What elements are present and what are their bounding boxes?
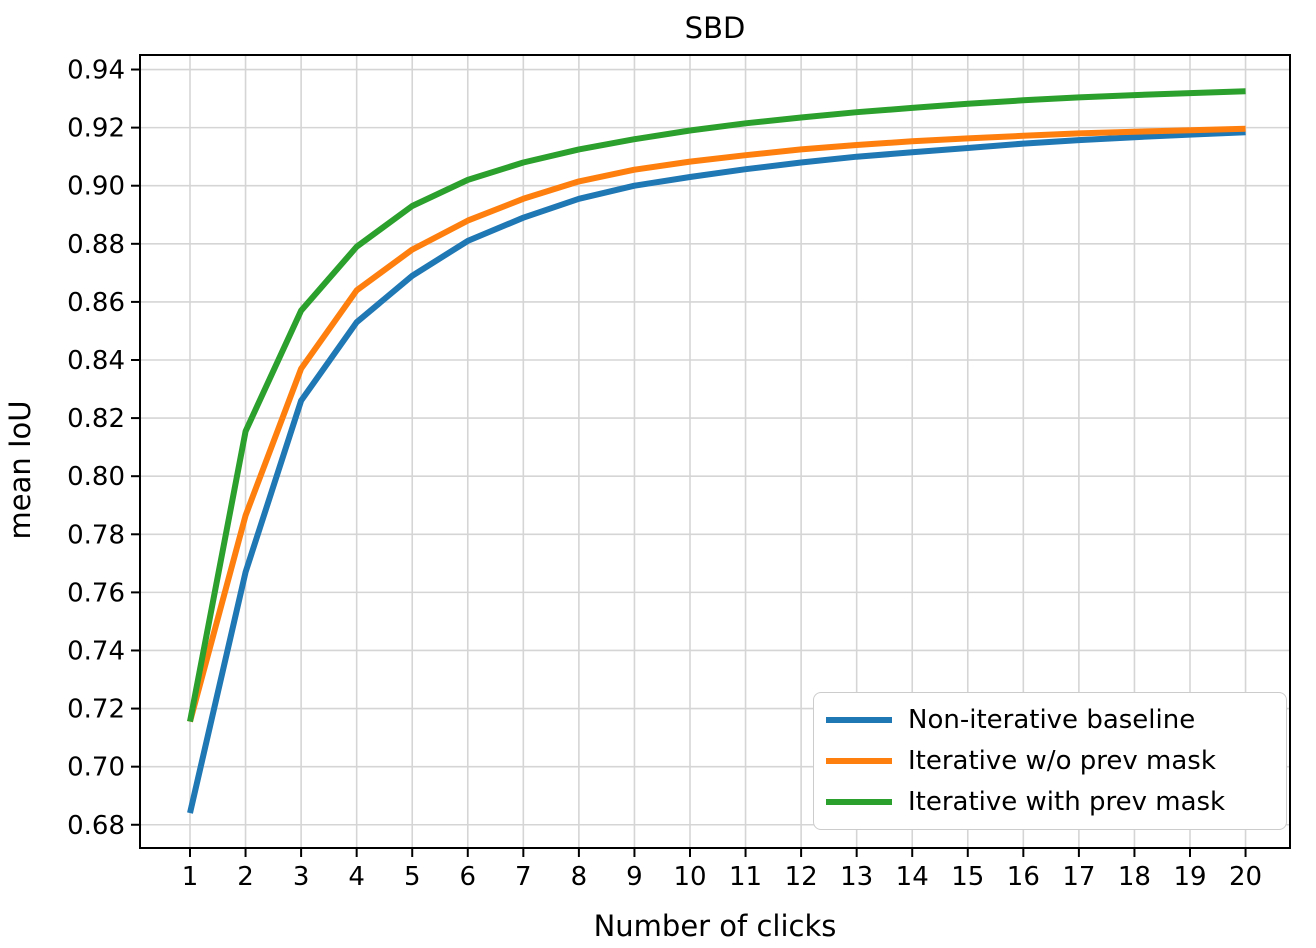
y-tick-label: 0.78	[67, 520, 125, 550]
series-line-non-iterative-baseline	[187, 129, 1246, 814]
x-tick-label: 2	[237, 862, 254, 892]
x-tick-label: 4	[348, 862, 365, 892]
chart-title: SBD	[685, 11, 746, 45]
legend-item: Iterative with prev mask	[826, 789, 1276, 815]
x-tick-label: 17	[1062, 862, 1095, 892]
x-tick-label: 13	[840, 862, 873, 892]
x-tick-label: 16	[1007, 862, 1040, 892]
x-tick-label: 10	[673, 862, 706, 892]
y-tick-label: 0.74	[67, 636, 125, 666]
legend-line-swatch	[826, 716, 892, 723]
legend-item: Iterative w/o prev mask	[826, 748, 1276, 774]
x-tick-label: 12	[785, 862, 818, 892]
x-tick-label: 5	[404, 862, 421, 892]
x-tick-label: 11	[729, 862, 762, 892]
legend: Non-iterative baseline Iterative w/o prev…	[813, 692, 1287, 830]
legend-line-swatch	[826, 799, 892, 806]
tick-layer	[131, 68, 1247, 857]
tick-label-layer: 1 2 3 4 5 6 7 8 9 10 11 12 13 14 15 16 17 18 19 200.680.700…	[67, 56, 1262, 892]
axes-spines	[139, 54, 1291, 849]
x-tick-label: 14	[896, 862, 929, 892]
y-tick-label: 0.94	[67, 56, 125, 86]
series-layer	[187, 88, 1246, 814]
x-tick-label: 7	[515, 862, 532, 892]
y-tick-label: 0.82	[67, 404, 125, 434]
x-tick-label: 9	[626, 862, 643, 892]
x-tick-label: 3	[293, 862, 310, 892]
x-axis-label: Number of clicks	[594, 909, 837, 943]
x-tick-label: 15	[951, 862, 984, 892]
x-tick-label: 18	[1118, 862, 1151, 892]
series-line-iterative-w-o-prev-mask	[187, 125, 1246, 723]
y-tick-label: 0.86	[67, 288, 125, 318]
x-tick-label: 1	[182, 862, 199, 892]
legend-item-label: Iterative with prev mask	[908, 787, 1226, 818]
y-tick-label: 0.72	[67, 695, 125, 725]
x-tick-label: 6	[460, 862, 477, 892]
legend-item-label: Iterative w/o prev mask	[908, 745, 1216, 776]
y-tick-label: 0.90	[67, 172, 125, 202]
series-line-iterative-with-prev-mask	[187, 88, 1246, 723]
y-tick-label: 0.92	[67, 114, 125, 144]
legend-item-label: Non-iterative baseline	[908, 704, 1196, 735]
y-tick-label: 0.76	[67, 578, 125, 608]
x-tick-label: 8	[571, 862, 588, 892]
y-tick-label: 0.84	[67, 346, 125, 376]
legend-item: Non-iterative baseline	[826, 707, 1276, 733]
y-tick-label: 0.88	[67, 230, 125, 260]
x-tick-label: 19	[1173, 862, 1206, 892]
x-tick-label: 20	[1229, 862, 1262, 892]
y-axis-label: mean IoU	[3, 401, 37, 540]
y-tick-label: 0.68	[67, 811, 125, 841]
legend-line-swatch	[826, 757, 892, 764]
y-tick-label: 0.70	[67, 753, 125, 783]
y-tick-label: 0.80	[67, 462, 125, 492]
